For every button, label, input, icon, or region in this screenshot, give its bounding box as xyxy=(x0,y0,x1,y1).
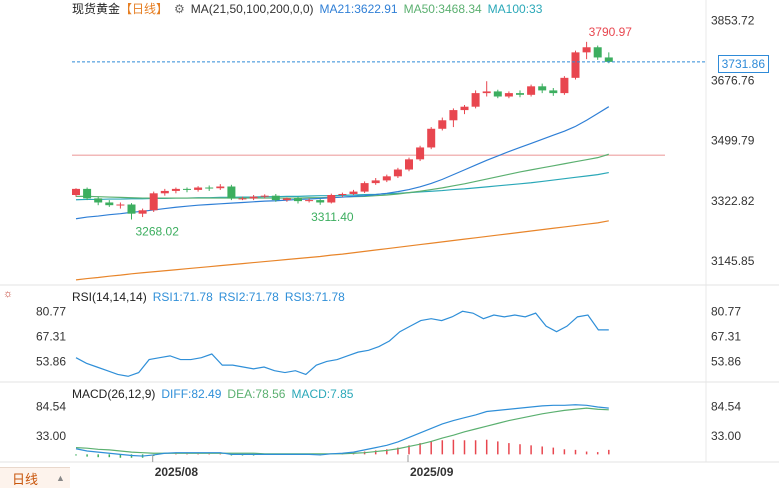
candle-body xyxy=(116,204,125,206)
ma50-line xyxy=(76,153,609,199)
candle-body xyxy=(127,204,136,214)
candle-body xyxy=(371,180,380,184)
candle-body xyxy=(360,183,369,192)
rsi-line xyxy=(75,310,609,377)
y-tick-label: 3322.82 xyxy=(711,194,755,208)
x-tick-label: 2025/08 xyxy=(155,465,199,479)
candle-body xyxy=(238,198,247,200)
candle-body xyxy=(516,93,524,95)
macd-tick-label-left: 84.54 xyxy=(36,400,66,414)
candle-body xyxy=(604,57,613,62)
candle-body xyxy=(294,198,302,202)
candle-body xyxy=(171,188,180,191)
gear-icon[interactable]: ⚙ xyxy=(174,1,185,16)
candle-body xyxy=(571,52,580,78)
candle-body xyxy=(305,200,314,202)
ma50-value: MA50:3468.34 xyxy=(403,1,482,16)
candle-body xyxy=(460,106,469,111)
candle-body xyxy=(405,159,413,170)
candle-body xyxy=(593,47,602,58)
candle-body xyxy=(94,198,103,203)
candle-body xyxy=(538,86,547,91)
candle-body xyxy=(316,200,325,203)
candle-body xyxy=(427,128,436,148)
high-annotation: 3790.97 xyxy=(589,25,633,39)
macd-tick-label: 33.00 xyxy=(711,429,741,443)
candle-body xyxy=(349,191,358,194)
candle-body xyxy=(216,186,225,189)
macd-tick-label: 84.54 xyxy=(711,400,741,414)
rsi-tick-label-left: 53.86 xyxy=(36,355,66,369)
candle-body xyxy=(160,190,169,194)
candle-body xyxy=(449,110,458,121)
low-annotation-2: 3311.40 xyxy=(311,210,354,224)
macd-label: MACD(26,12,9) xyxy=(72,387,156,401)
candle-body xyxy=(183,188,191,190)
candle-body xyxy=(582,47,591,53)
rsi-tick-label-left: 80.77 xyxy=(36,305,66,319)
ma21-value: MA21:3622.91 xyxy=(319,1,398,16)
candle-body xyxy=(438,120,447,129)
dea-value: DEA:78.56 xyxy=(227,387,286,401)
candle-body xyxy=(249,196,258,199)
ma-params-label: MA(21,50,100,200,0,0) xyxy=(190,1,314,16)
candle-body xyxy=(72,188,80,195)
x-tick-label: 2025/09 xyxy=(410,465,454,479)
candle-body xyxy=(271,195,280,201)
rsi2-value: RSI2:71.78 xyxy=(218,290,279,304)
y-tick-label: 3676.76 xyxy=(711,74,755,88)
candle-body xyxy=(560,77,569,94)
candle-body xyxy=(482,91,491,94)
rsi3-value: RSI3:71.78 xyxy=(284,290,345,304)
timeframe-selector[interactable]: 日线 ▲ xyxy=(0,467,70,488)
low-annotation-1: 3268.02 xyxy=(136,224,180,238)
rsi-tick-label: 67.31 xyxy=(711,330,741,344)
candle-body xyxy=(327,195,336,203)
macd-tick-label-left: 33.00 xyxy=(36,429,66,443)
candle-body xyxy=(149,193,158,211)
candle-body xyxy=(338,193,347,195)
candle-body xyxy=(105,202,114,206)
candle-body xyxy=(382,176,391,181)
rsi-tick-label: 53.86 xyxy=(711,355,741,369)
candle-body xyxy=(471,93,480,107)
triangle-down-icon: ▲ xyxy=(56,473,65,483)
rsi-label: RSI(14,14,14) xyxy=(72,290,147,304)
candle-body xyxy=(205,187,214,189)
period-label: 【日线】 xyxy=(120,2,169,16)
candle-body xyxy=(194,187,203,190)
rsi-tick-label: 80.77 xyxy=(711,305,741,319)
main-legend: 现货黄金 【日线】 ⚙ MA(21,50,100,200,0,0) MA21:36… xyxy=(72,0,542,17)
symbol-label: 现货黄金 xyxy=(72,2,121,16)
timeframe-label: 日线 xyxy=(12,471,39,487)
candle-body xyxy=(393,169,402,177)
ma200-line xyxy=(75,220,609,281)
rsi-tick-label-left: 67.31 xyxy=(36,330,66,344)
candle-body xyxy=(282,198,291,201)
current-price-tag: 3731.86 xyxy=(717,55,769,73)
macd-value: MACD:7.85 xyxy=(291,387,354,401)
dea-line xyxy=(75,407,609,455)
diff-line xyxy=(75,404,609,457)
macd-legend: MACD(26,12,9) DIFF:82.49 DEA:78.56 MACD:… xyxy=(72,387,353,401)
y-tick-label: 3145.85 xyxy=(711,254,755,268)
candle-body xyxy=(549,90,558,94)
candle-body xyxy=(83,188,92,199)
y-tick-label: 3853.72 xyxy=(711,14,755,28)
candle-body xyxy=(504,93,513,97)
rsi1-value: RSI1:71.78 xyxy=(152,290,213,304)
candle-body xyxy=(493,91,502,97)
candle-body xyxy=(527,86,536,95)
diff-value: DIFF:82.49 xyxy=(161,387,222,401)
candle-body xyxy=(416,147,425,160)
candle-body xyxy=(138,210,147,214)
y-tick-label: 3499.79 xyxy=(711,134,755,148)
rsi-legend: RSI(14,14,14) RSI1:71.78 RSI2:71.78 RSI3… xyxy=(72,290,345,304)
candle-body xyxy=(260,195,269,197)
sun-icon[interactable]: ☼ xyxy=(3,288,14,300)
candle-body xyxy=(227,186,236,199)
ma100-value: MA100:33 xyxy=(487,1,543,16)
